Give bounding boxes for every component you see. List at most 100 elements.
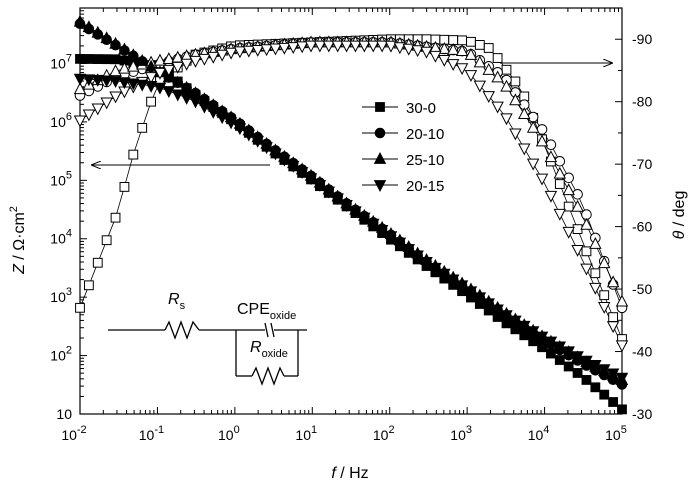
triangle-down-marker [535, 173, 549, 186]
y-right-tick-label: -40 [632, 344, 652, 360]
triangle-down-marker [331, 40, 344, 53]
triangle-up-marker [135, 53, 149, 66]
square-marker [92, 257, 103, 268]
triangle-up-marker [526, 120, 540, 133]
square-marker [501, 64, 512, 75]
triangle-up-marker [127, 48, 140, 61]
square-marker [457, 35, 467, 46]
triangle-down-marker [429, 262, 442, 275]
square-marker [474, 40, 485, 50]
circle-marker [374, 127, 386, 139]
triangle-up-marker [544, 150, 558, 163]
data-markers [73, 14, 629, 415]
triangle-down-marker [135, 79, 149, 92]
x-tick-label: 102 [373, 424, 395, 443]
triangle-down-marker [606, 321, 620, 334]
triangle-up-marker [162, 52, 176, 65]
square-marker [572, 368, 583, 378]
x-tick-label: 101 [295, 424, 317, 443]
square-marker [92, 54, 103, 64]
x-tick-label: 10-2 [61, 424, 86, 443]
x-tick-label: 104 [528, 424, 550, 443]
triangle-down-marker [251, 135, 264, 148]
triangle-down-marker [215, 49, 229, 62]
triangle-down-marker [198, 101, 211, 114]
triangle-down-marker [73, 73, 87, 86]
y-right-tick-label: -80 [632, 94, 652, 110]
triangle-down-marker [127, 78, 140, 91]
triangle-down-marker [153, 82, 167, 95]
y-left-tick-label: 103 [50, 286, 72, 305]
triangle-down-marker [500, 310, 513, 323]
square-marker [110, 54, 121, 65]
x-tick-label: 103 [450, 424, 472, 443]
triangle-down-marker [393, 237, 407, 250]
square-marker [128, 149, 139, 160]
y-left-tick-label: 106 [50, 111, 72, 130]
rox-resistor [251, 366, 285, 386]
circle-marker [545, 139, 557, 151]
square-marker [554, 179, 565, 189]
triangle-down-marker [491, 304, 504, 317]
triangle-down-marker [233, 123, 247, 136]
y-right-tick-label: -70 [632, 156, 652, 172]
legend-label: 30-0 [406, 100, 436, 117]
triangle-down-marker [464, 70, 478, 82]
rs-label: Rs [168, 291, 186, 312]
triangle-down-marker [313, 40, 327, 53]
square-marker [554, 355, 565, 365]
triangle-down-marker [589, 282, 602, 295]
triangle-down-marker [82, 74, 96, 87]
square-marker [83, 54, 94, 64]
triangle-down-marker [411, 250, 424, 263]
triangle-down-marker [509, 128, 522, 141]
cpe-plate [264, 322, 269, 338]
square-marker [466, 36, 476, 47]
triangle-down-marker [482, 91, 495, 103]
triangle-down-marker [242, 129, 256, 142]
triangle-up-marker [118, 61, 131, 74]
triangle-down-marker [373, 180, 387, 192]
cpe-label: CPEoxide [237, 301, 296, 322]
triangle-down-marker [518, 320, 531, 333]
triangle-down-marker [420, 256, 433, 269]
triangle-up-marker [464, 47, 478, 60]
square-marker [119, 182, 130, 192]
triangle-up-marker [109, 36, 122, 49]
x-tick-label: 105 [605, 424, 627, 443]
triangle-down-marker [358, 40, 371, 53]
axis-arrows [92, 63, 612, 165]
triangle-down-marker [571, 351, 584, 364]
triangle-down-marker [180, 58, 193, 71]
triangle-up-marker [73, 82, 87, 95]
triangle-down-marker [580, 355, 593, 368]
triangle-down-marker [189, 55, 202, 68]
triangle-down-marker [411, 45, 424, 58]
square-marker [590, 268, 601, 279]
axis-labels: f / Hz Z / Ω·cm2 θ / deg [8, 191, 688, 482]
legend: 30-0 20-10 25-10 20-15 [362, 100, 444, 195]
square-marker [563, 201, 574, 212]
triangle-up-marker [455, 44, 469, 57]
triangle-down-marker [260, 142, 273, 155]
triangle-up-marker [446, 43, 460, 55]
triangle-down-marker [509, 315, 522, 328]
triangle-down-marker [322, 186, 336, 199]
square-marker [375, 102, 385, 112]
triangle-down-marker [544, 336, 558, 349]
triangle-up-marker [482, 62, 495, 75]
triangle-down-marker [349, 206, 362, 219]
triangle-up-marker [615, 294, 629, 307]
triangle-down-marker [598, 302, 611, 314]
triangle-down-marker [287, 160, 300, 173]
triangle-up-marker [180, 80, 193, 93]
triangle-down-marker [162, 86, 176, 99]
triangle-down-marker [233, 46, 247, 59]
square-marker [608, 312, 619, 323]
triangle-down-marker [118, 77, 131, 90]
triangle-down-marker [109, 76, 122, 88]
square-marker [101, 54, 112, 65]
triangle-down-marker [100, 75, 113, 88]
y-left-tick-label: 105 [50, 169, 72, 188]
triangle-up-marker [500, 79, 513, 92]
